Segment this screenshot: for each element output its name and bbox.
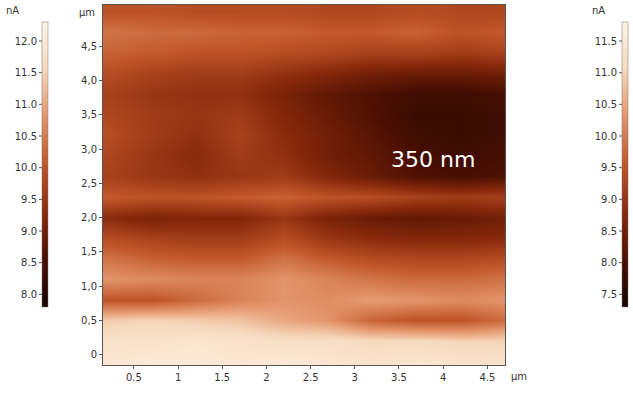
svg-text:1: 1 <box>175 372 181 383</box>
svg-text:11.0: 11.0 <box>15 99 37 110</box>
svg-text:8.0: 8.0 <box>21 289 37 300</box>
svg-text:1,0: 1,0 <box>81 281 97 292</box>
svg-text:10.0: 10.0 <box>15 162 37 173</box>
svg-text:3.5: 3.5 <box>391 372 407 383</box>
svg-text:3,5: 3,5 <box>81 109 97 120</box>
svg-text:0.5: 0.5 <box>126 372 142 383</box>
svg-text:nA: nA <box>592 5 605 16</box>
svg-text:11.5: 11.5 <box>15 67 37 78</box>
svg-text:11.0: 11.0 <box>595 67 617 78</box>
svg-text:8.5: 8.5 <box>21 257 37 268</box>
svg-text:nA: nA <box>6 5 19 16</box>
svg-text:9.0: 9.0 <box>601 194 617 205</box>
svg-text:1.5: 1.5 <box>214 372 230 383</box>
svg-text:8.5: 8.5 <box>601 226 617 237</box>
svg-text:8.0: 8.0 <box>601 257 617 268</box>
svg-text:12.0: 12.0 <box>15 36 37 47</box>
svg-text:μm: μm <box>511 371 527 382</box>
svg-text:3: 3 <box>352 372 358 383</box>
svg-text:10.5: 10.5 <box>15 131 37 142</box>
svg-text:0: 0 <box>91 349 97 360</box>
svg-text:10.5: 10.5 <box>595 99 617 110</box>
svg-text:9.0: 9.0 <box>21 226 37 237</box>
svg-text:11.5: 11.5 <box>595 36 617 47</box>
svg-text:9.5: 9.5 <box>21 194 37 205</box>
svg-text:2.5: 2.5 <box>303 372 319 383</box>
svg-text:4,5: 4,5 <box>81 41 97 52</box>
svg-text:350 nm: 350 nm <box>391 147 475 172</box>
svg-text:0,5: 0,5 <box>81 315 97 326</box>
svg-text:3,0: 3,0 <box>81 144 97 155</box>
svg-text:1,5: 1,5 <box>81 246 97 257</box>
svg-text:10.0: 10.0 <box>595 131 617 142</box>
svg-text:2,0: 2,0 <box>81 212 97 223</box>
svg-text:4,0: 4,0 <box>81 75 97 86</box>
svg-text:9.5: 9.5 <box>601 162 617 173</box>
svg-text:μm: μm <box>79 7 95 18</box>
svg-text:4.5: 4.5 <box>479 372 495 383</box>
svg-text:2: 2 <box>263 372 269 383</box>
svg-text:2,5: 2,5 <box>81 178 97 189</box>
svg-text:4: 4 <box>440 372 446 383</box>
svg-text:7.5: 7.5 <box>601 289 617 300</box>
